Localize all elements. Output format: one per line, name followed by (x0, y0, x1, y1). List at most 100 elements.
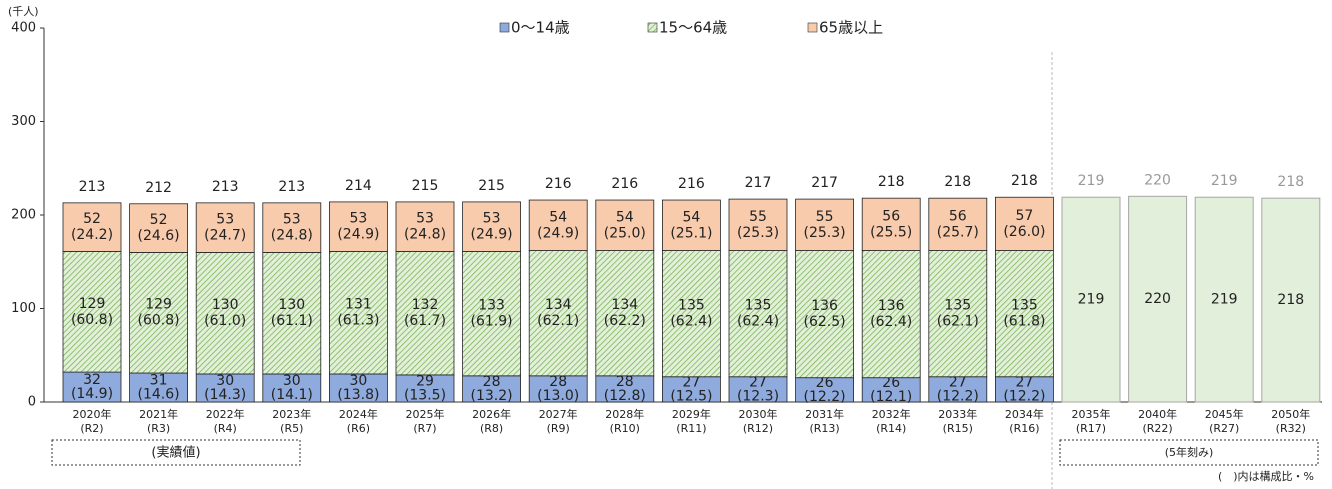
segment-share-label: (62.1) (937, 314, 979, 330)
segment-share-label: (62.5) (804, 314, 846, 330)
total-label: 218 (1277, 174, 1304, 190)
segment-value-label: 52 (150, 212, 168, 228)
segment-value-label: 32 (83, 372, 101, 388)
bar-segment (662, 376, 721, 403)
x-tick-sublabel: (R32) (1276, 422, 1306, 435)
bar-segment (928, 376, 988, 403)
segment-share-label: (25.7) (937, 224, 979, 240)
segment-share-label: (61.8) (1003, 314, 1045, 330)
bar-segment (262, 202, 322, 253)
actual-label: (実績値) (151, 445, 200, 461)
bar-segment (861, 197, 921, 251)
segment-share-label: (13.0) (537, 388, 579, 404)
segment-value-label: 135 (745, 298, 772, 314)
segment-value-label: 28 (483, 374, 501, 390)
segment-value-label: 53 (483, 211, 501, 227)
x-tick-label: 2024年 (339, 407, 378, 421)
bar-segment (528, 250, 588, 377)
total-label: 217 (745, 175, 772, 191)
bar-segment (728, 376, 788, 403)
legend-swatch (807, 22, 818, 33)
total-label: 212 (145, 180, 172, 196)
segment-value-label: 28 (616, 374, 634, 390)
bar-segment (62, 202, 122, 252)
bar-segment (528, 199, 588, 251)
y-unit-label: (千人) (8, 5, 39, 18)
segment-value-label: 131 (345, 297, 372, 313)
x-tick-label: 2021年 (139, 407, 178, 421)
x-tick-label: 2050年 (1271, 407, 1310, 421)
segment-value-label: 27 (1015, 374, 1033, 390)
segment-value-label: 53 (283, 212, 301, 228)
x-tick-label: 2030年 (739, 407, 778, 421)
segment-share-label: (24.8) (404, 227, 446, 243)
segment-share-label: (24.9) (337, 227, 379, 243)
x-tick-sublabel: (R12) (743, 422, 773, 435)
x-tick-label: 2029年 (672, 407, 711, 421)
segment-value-label: 53 (416, 211, 434, 227)
segment-value-label: 27 (682, 374, 700, 390)
bar-segment (995, 250, 1054, 378)
bar-segment (662, 250, 721, 378)
segment-value-label: 27 (949, 374, 967, 390)
segment-value-label: 135 (944, 298, 971, 314)
segment-share-label: (25.1) (670, 225, 712, 241)
segment-share-label: (12.1) (870, 389, 912, 405)
total-label: 219 (1078, 173, 1105, 189)
x-tick-label: 2025年 (406, 407, 445, 421)
segment-value-label: 54 (616, 209, 634, 225)
x-tick-sublabel: (R27) (1209, 422, 1239, 435)
bar-segment (861, 250, 921, 379)
segment-value-label: 54 (682, 209, 700, 225)
x-tick-label: 2020年 (73, 407, 112, 421)
x-tick-label: 2028年 (605, 407, 644, 421)
total-label: 216 (678, 176, 705, 192)
segment-value-label: 55 (749, 209, 767, 225)
x-tick-label: 2033年 (938, 407, 977, 421)
x-tick-label: 2031年 (805, 407, 844, 421)
segment-value-label: 57 (1015, 208, 1033, 224)
segment-share-label: (25.0) (604, 225, 646, 241)
actual-box (51, 439, 301, 466)
bar-segment (395, 374, 455, 403)
projection-bar (1061, 196, 1121, 403)
segment-value-label: 130 (278, 297, 305, 313)
x-tick-label: 2027年 (539, 407, 578, 421)
segment-value-label: 56 (882, 208, 900, 224)
segment-share-label: (13.2) (471, 388, 513, 404)
total-label: 219 (1211, 173, 1238, 189)
segment-value-label: 30 (283, 373, 301, 389)
segment-value-label: 135 (678, 298, 705, 314)
segment-share-label: (62.1) (537, 313, 579, 329)
x-tick-sublabel: (R10) (610, 422, 640, 435)
bar-segment (795, 250, 854, 379)
segment-value-label: 53 (349, 211, 367, 227)
legend-swatch (647, 22, 658, 33)
total-label: 218 (878, 174, 905, 190)
segment-value-label: 28 (549, 374, 567, 390)
x-tick-sublabel: (R6) (347, 422, 370, 435)
bar-segment (262, 251, 322, 375)
segment-value-label: 54 (549, 209, 567, 225)
x-tick-sublabel: (R8) (480, 422, 503, 435)
bar-segment (328, 251, 388, 375)
segment-value-label: 133 (478, 298, 505, 314)
segment-share-label: (14.1) (271, 387, 313, 403)
x-tick-label: 2032年 (872, 407, 911, 421)
x-tick-sublabel: (R14) (876, 422, 906, 435)
bar-segment (595, 250, 655, 377)
projection-label: (5年刻み) (1165, 445, 1214, 459)
footnote: ( )内は構成比・% (1218, 469, 1314, 483)
x-tick-label: 2026年 (472, 407, 511, 421)
bar-segment (795, 198, 854, 251)
total-label: 218 (1011, 173, 1038, 189)
segment-share-label: (24.8) (271, 228, 313, 244)
segment-value-label: 30 (216, 373, 234, 389)
segment-share-label: (12.8) (604, 388, 646, 404)
x-tick-sublabel: (R22) (1142, 422, 1172, 435)
segment-value-label: 26 (816, 375, 834, 391)
bar-segment (129, 372, 189, 403)
bar-segment (328, 201, 388, 252)
y-tick-label: 200 (11, 208, 36, 223)
